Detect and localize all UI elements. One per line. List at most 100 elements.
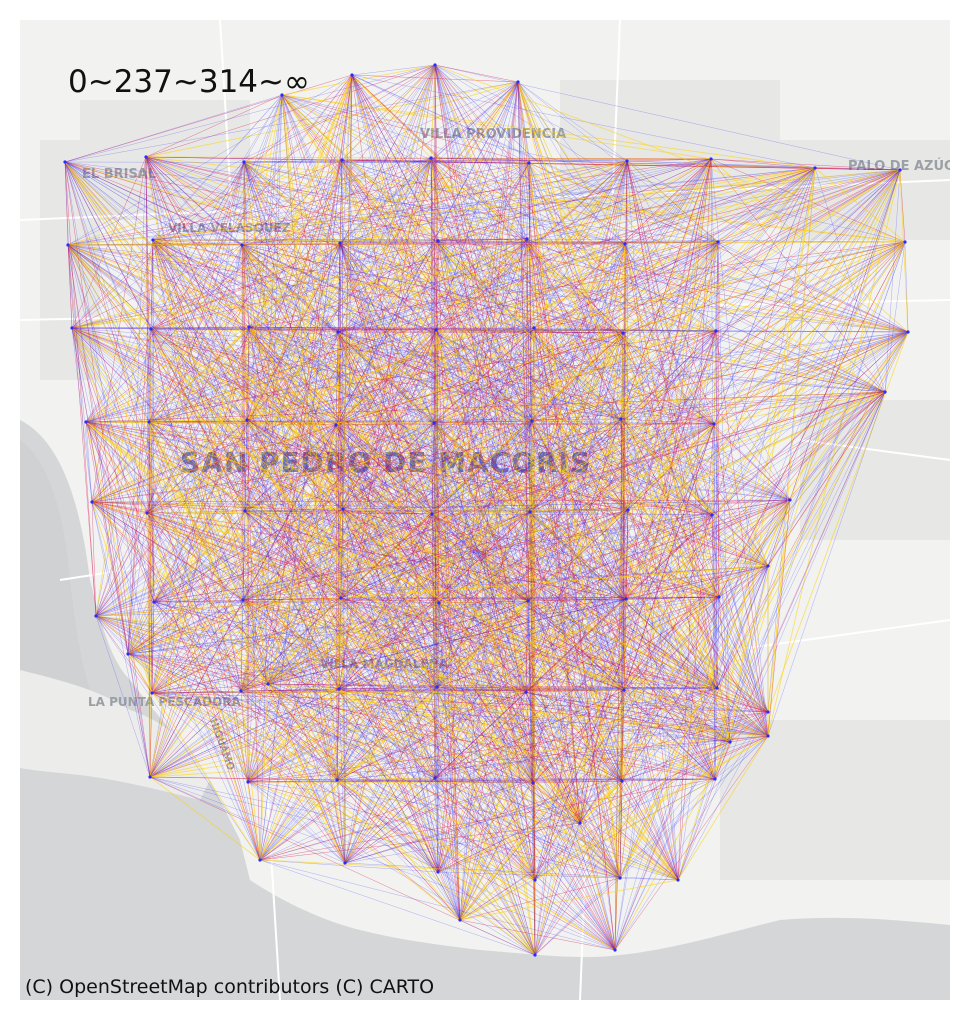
flow-line [64, 161, 623, 782]
flow-line [127, 653, 461, 921]
flow-node [525, 237, 529, 241]
flow-line [267, 598, 627, 685]
flow-line [95, 615, 346, 864]
flow-node [339, 596, 343, 600]
flow-line [340, 329, 437, 599]
flow-line [127, 418, 622, 655]
flow-line [337, 331, 461, 921]
flow-line [67, 244, 886, 393]
flow-line [517, 81, 720, 598]
flow-line [579, 780, 623, 824]
flow-line [91, 326, 250, 503]
flow-line [337, 238, 528, 333]
flow-line [145, 81, 519, 158]
flow-line [153, 81, 519, 603]
flow-line [127, 653, 536, 956]
flow-line [240, 690, 769, 737]
flow-line [247, 781, 536, 881]
flow-line [620, 418, 715, 425]
flow-line [67, 244, 769, 737]
flow-line [532, 241, 906, 784]
flow-line [437, 711, 769, 873]
flow-line [64, 161, 791, 501]
flow-line [351, 74, 461, 921]
flow-line [579, 822, 616, 951]
flow-line [85, 167, 816, 423]
map-frame[interactable]: SAN PEDRO DE MACORÍS VILLA PROVIDENCIA E… [20, 20, 950, 1000]
flow-line [71, 327, 622, 420]
place-label-el-brisal: EL BRISAL [82, 167, 156, 182]
flow-line [91, 501, 625, 691]
flow-line [715, 330, 718, 689]
flow-node [624, 597, 628, 601]
flow-line [67, 244, 909, 333]
flow-line [246, 81, 519, 421]
flow-line [528, 162, 769, 713]
flow-line [622, 167, 816, 334]
flow-line [436, 686, 731, 743]
flow-line [146, 512, 155, 603]
flow-line [246, 419, 731, 743]
flow-line [91, 501, 242, 692]
flow-line [459, 741, 731, 921]
flow-line [614, 391, 886, 951]
flow-line [242, 74, 353, 601]
flow-line [71, 327, 269, 685]
flow-line [717, 241, 909, 333]
flow-node [126, 652, 130, 656]
flow-node [337, 687, 341, 691]
flow-map[interactable]: SAN PEDRO DE MACORÍS VILLA PROVIDENCIA E… [20, 20, 950, 1000]
flow-line [95, 615, 340, 690]
flow-line [434, 687, 718, 779]
flow-line [145, 156, 439, 873]
flow-line [614, 689, 625, 951]
flow-line [150, 81, 519, 330]
flow-line [340, 597, 581, 824]
flow-line [85, 421, 242, 692]
flow-line [627, 330, 717, 511]
flow-line [247, 781, 261, 861]
flow-line [85, 94, 283, 423]
flow-line [85, 421, 769, 737]
flow-line [148, 161, 245, 423]
flow-line [71, 327, 536, 881]
flow-line [437, 169, 901, 242]
flow-line [146, 512, 151, 778]
flow-line [434, 64, 440, 604]
flow-line [248, 94, 283, 328]
flow-line [437, 741, 731, 873]
flow-line [248, 326, 346, 864]
flow-line [614, 565, 769, 951]
flow-line [267, 565, 769, 685]
flow-line [459, 598, 627, 921]
flow-node [527, 161, 531, 165]
flow-line [435, 81, 519, 331]
flow-line [351, 74, 581, 824]
flow-line [789, 331, 909, 501]
flow-line [434, 64, 529, 602]
flow-line [459, 81, 519, 921]
flow-line [335, 238, 528, 426]
flow-line [91, 501, 621, 879]
flow-line [244, 419, 248, 512]
flow-line [614, 499, 791, 951]
flow-line [534, 735, 769, 881]
flow-line [619, 565, 769, 879]
flow-line [243, 161, 339, 333]
flow-line [437, 418, 622, 873]
flow-line [244, 241, 719, 512]
flow-line [527, 600, 536, 956]
flow-line [95, 331, 909, 617]
flow-line [621, 241, 906, 782]
flow-line [531, 391, 886, 422]
flow-line [248, 326, 616, 951]
flow-node [343, 861, 347, 865]
flow-line [259, 859, 439, 873]
flow-line [729, 711, 769, 743]
flow-line [677, 596, 720, 881]
flow-line [527, 499, 791, 602]
flow-line [150, 74, 353, 330]
flow-line [240, 64, 436, 692]
flow-line [85, 421, 153, 694]
flow-line [85, 421, 713, 516]
